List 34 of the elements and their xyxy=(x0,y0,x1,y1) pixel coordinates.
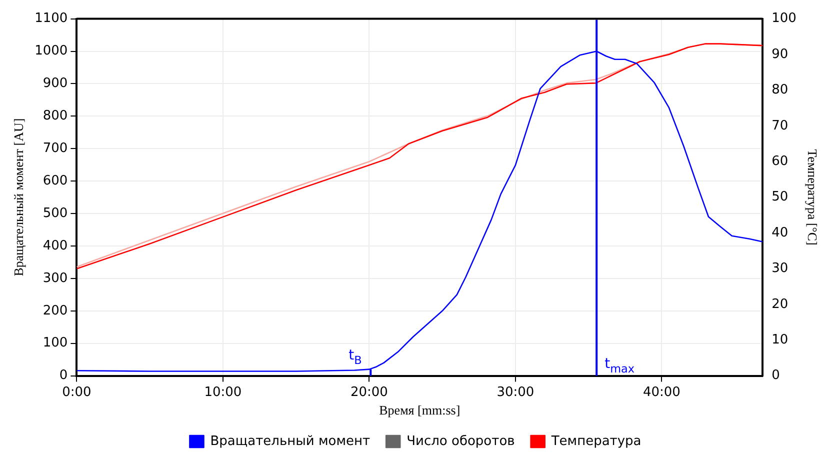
y-tick-label: 300 xyxy=(42,270,68,286)
y-tick-label: 700 xyxy=(42,140,68,156)
x-axis-title: Время [mm:ss] xyxy=(379,402,460,418)
y2-tick-label: 80 xyxy=(772,82,788,98)
y-tick-label: 900 xyxy=(42,76,68,92)
x-tick-label: 20:00 xyxy=(350,384,388,400)
y-tick-label: 1100 xyxy=(34,11,68,26)
y2-tick-label: 100 xyxy=(772,11,796,26)
x-tick-label: 40:00 xyxy=(642,384,680,400)
y2-tick-label: 30 xyxy=(772,261,788,276)
legend-label: Число оборотов xyxy=(406,434,515,449)
y-tick-label: 500 xyxy=(42,206,68,221)
y-tick-label: 800 xyxy=(42,108,68,124)
x-tick-label: 0:00 xyxy=(62,384,92,400)
y2-tick-label: 90 xyxy=(772,46,788,62)
y-tick-label: 100 xyxy=(42,336,68,351)
x-tick-label: 30:00 xyxy=(496,384,534,400)
legend-label: Температура xyxy=(550,434,642,449)
y-axis-title: Вращательный момент [AU] xyxy=(11,118,26,276)
y-tick-label: 0 xyxy=(59,368,68,384)
y2-tick-label: 70 xyxy=(772,118,788,134)
x-tick-label: 10:00 xyxy=(204,384,242,400)
y-tick-label: 1000 xyxy=(34,44,68,59)
y-tick-label: 400 xyxy=(42,238,68,254)
y2-tick-label: 40 xyxy=(772,225,788,240)
y-tick-label: 600 xyxy=(42,173,68,188)
y2-axis-title: Температура [°C] xyxy=(804,149,820,246)
y-tick-label: 200 xyxy=(42,303,68,318)
y2-tick-label: 0 xyxy=(772,368,780,384)
y2-tick-label: 60 xyxy=(772,154,788,169)
y2-tick-label: 10 xyxy=(772,332,788,348)
y2-tick-label: 20 xyxy=(772,296,788,312)
y2-tick-label: 50 xyxy=(772,190,788,205)
legend-label: Вращательный момент xyxy=(210,434,371,449)
